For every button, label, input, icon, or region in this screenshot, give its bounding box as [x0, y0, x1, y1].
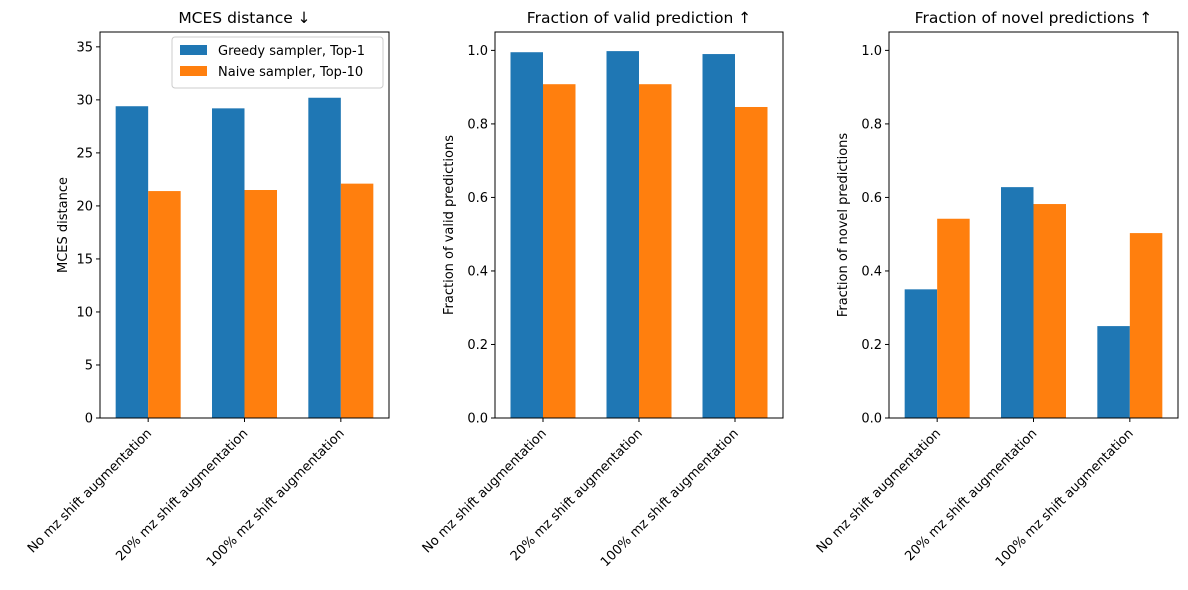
- y-tick-label: 0: [85, 412, 93, 427]
- y-tick-label: 15: [76, 252, 93, 267]
- bar-naive-1: [148, 191, 181, 418]
- bar-naive-3: [340, 183, 374, 418]
- y-tick-label: 0.6: [861, 191, 882, 206]
- y-tick-label: 35: [76, 40, 93, 55]
- legend-label-greedy: Greedy sampler, Top-1: [218, 44, 365, 59]
- bar-greedy-2: [212, 108, 245, 418]
- bar-greedy-1: [904, 289, 938, 418]
- bar-greedy-1: [510, 52, 543, 418]
- y-tick-label: 0.4: [861, 264, 882, 279]
- y-tick-label: 0.8: [861, 117, 882, 132]
- bar-greedy-2: [1001, 187, 1034, 418]
- bar-naive-2: [1033, 204, 1066, 418]
- bar-naive-3: [735, 106, 768, 418]
- chart-panel-3: 0.00.20.40.60.81.0No mz shift augmentati…: [814, 9, 1179, 570]
- y-tick-label: 5: [85, 358, 93, 373]
- bar-greedy-3: [1097, 326, 1130, 418]
- bar-naive-2: [244, 190, 277, 418]
- y-tick-label: 0.2: [861, 338, 882, 353]
- bar-naive-1: [937, 218, 970, 418]
- bar-naive-1: [543, 84, 576, 418]
- y-axis-label: MCES distance: [56, 177, 71, 273]
- chart-title: MCES distance ↓: [178, 9, 310, 27]
- bar-naive-3: [1129, 233, 1163, 418]
- y-tick-label: 20: [76, 199, 93, 214]
- bar-greedy-3: [308, 97, 341, 418]
- bar-greedy-3: [702, 54, 735, 419]
- bar-naive-2: [639, 84, 672, 418]
- y-tick-label: 0.4: [467, 264, 488, 279]
- bar-greedy-1: [115, 106, 149, 418]
- chart-title: Fraction of novel predictions ↑: [915, 9, 1153, 27]
- y-tick-label: 0.0: [467, 412, 488, 427]
- legend-swatch-greedy: [180, 45, 207, 55]
- legend: Greedy sampler, Top-1 Naive sampler, Top-…: [171, 36, 384, 89]
- y-tick-label: 1.0: [861, 44, 882, 59]
- y-tick-label: 0.8: [467, 117, 488, 132]
- y-tick-label: 0.0: [861, 412, 882, 427]
- y-tick-label: 0.2: [467, 338, 488, 353]
- chart-panel-2: 0.00.20.40.60.81.0No mz shift augmentati…: [420, 9, 784, 570]
- legend-box: [171, 36, 384, 89]
- y-tick-label: 25: [76, 146, 93, 161]
- y-axis-label: Fraction of novel predictions: [836, 133, 851, 318]
- legend-swatch-naive: [180, 66, 207, 76]
- legend-label-naive: Naive sampler, Top-10: [218, 65, 363, 80]
- bar-greedy-2: [606, 51, 639, 419]
- y-tick-label: 30: [76, 93, 93, 108]
- chart-title: Fraction of valid prediction ↑: [527, 9, 751, 27]
- y-axis-label: Fraction of valid predictions: [442, 135, 457, 315]
- y-tick-label: 10: [76, 305, 93, 320]
- y-tick-label: 1.0: [467, 44, 488, 59]
- y-tick-label: 0.6: [467, 191, 488, 206]
